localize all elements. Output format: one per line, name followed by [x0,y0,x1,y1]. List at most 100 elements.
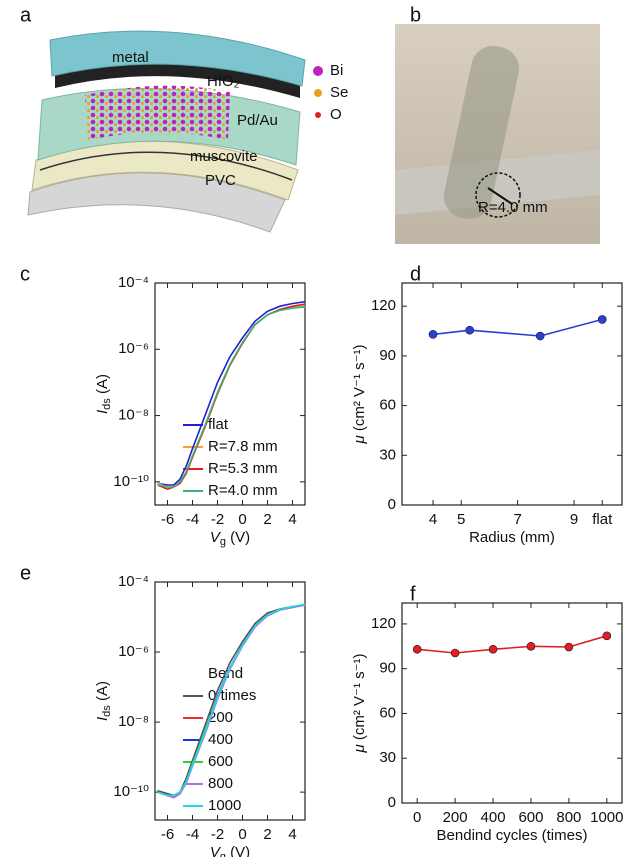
legend-label: 600 [208,753,233,770]
axis-label: μ (cm² V⁻¹ s⁻¹) [351,653,368,753]
x-tick-label: 2 [263,511,271,528]
data-point [450,648,460,658]
layer-label: HfO₂ [207,73,240,90]
legend-label: R=5.3 mm [208,460,278,477]
legend-label: 800 [208,775,233,792]
data-point [428,330,438,339]
y-tick-label: 90 [379,660,396,677]
x-tick-label: -2 [211,511,224,528]
chart: c -6 -4 -2 0 2 4 10⁻¹⁰ 10⁻⁸ 10⁻⁶ 10⁻⁴ Vg (V) Ids (A)… [20,263,306,548]
x-tick-label: -6 [161,511,174,528]
photo: b R=4.0 mm [395,4,600,244]
plot-frame [154,282,306,506]
axis-unit: (cm² V⁻¹ s⁻¹) [351,653,368,744]
x-tick-label: 4 [288,511,296,528]
data-point [597,315,607,324]
data-line [157,603,306,797]
legend-label: O [330,106,342,123]
x-tick-label: -4 [186,511,199,528]
data-point [526,641,536,651]
data-line [157,306,306,488]
x-tick-label: 9 [570,511,578,528]
panel-label: c [20,263,30,285]
x-tick-label: 600 [518,809,543,826]
layer-label: metal [112,49,149,66]
plot-frame [401,282,623,506]
axis-unit: (A) [94,374,111,398]
y-tick-label: 10⁻¹⁰ [113,783,149,800]
x-tick-label: -4 [186,826,199,843]
axis-label: Radius (mm) [469,529,555,546]
axis-label: Ids (A) [94,374,113,414]
axis-unit: (A) [94,681,111,705]
chart: e -6 -4 -2 0 2 4 10⁻¹⁰ 10⁻⁸ 10⁻⁶ 10⁻⁴ Vg (V) Ids (A)… [20,562,306,862]
data-point [602,631,612,641]
x-tick-label: 7 [513,511,521,528]
y-tick-label: 120 [371,297,396,314]
axis-unit: (V) [226,529,250,546]
y-tick-label: 0 [388,496,396,513]
axis-label: μ (cm² V⁻¹ s⁻¹) [351,344,368,444]
axis-unit: (V) [226,844,250,857]
data-line [417,635,608,654]
axis-symbol: I [94,717,111,721]
schematic: a metal HfO₂ Pd/Au muscovite PVC Bi Se O [20,4,348,233]
y-tick-label: 0 [388,794,396,811]
axis-label: Ids (A) [94,681,113,721]
y-tick-label: 10⁻⁴ [118,274,149,291]
y-tick-label: 120 [371,615,396,632]
x-tick-label: 400 [481,809,506,826]
photo-annotation: R=4.0 mm [478,199,548,216]
y-tick-label: 30 [379,446,396,463]
plot-frame [401,602,623,804]
axis-label: Vg (V) [210,844,250,857]
axis-symbol: I [94,410,111,414]
axis-subscript: ds [101,705,113,717]
y-tick-label: 10⁻⁶ [118,643,149,660]
axis-label: Vg (V) [210,529,250,548]
y-tick-label: 10⁻⁶ [118,340,149,357]
x-tick-label: 2 [263,826,271,843]
axis-subscript: g [220,851,226,857]
x-tick-label: 5 [457,511,465,528]
data-point [465,325,474,335]
legend-label: 400 [208,731,233,748]
y-tick-label: 90 [379,347,396,364]
axis-unit: Bendind cycles (times) [437,827,588,844]
legend-label: R=7.8 mm [208,438,278,455]
layer-label: Pd/Au [237,112,278,129]
chart: d 4 5 7 9 flat 0 30 60 90 120 Radius (mm) μ (cm² V⁻¹… [351,263,623,546]
layer-label: PVC [205,172,236,189]
y-tick-label: 10⁻⁴ [118,573,149,590]
data-point [488,644,498,654]
axis-symbol: μ [351,744,368,753]
axis-subscript: g [220,536,226,548]
legend-label: R=4.0 mm [208,482,278,499]
axis-unit: (cm² V⁻¹ s⁻¹) [351,344,368,435]
panel-label: b [410,4,421,26]
layer-label: muscovite [190,148,258,165]
x-tick-label: -2 [211,826,224,843]
legend-label: 1000 [208,797,241,814]
legend-label: 200 [208,709,233,726]
y-tick-label: 10⁻⁸ [118,407,149,424]
axis-symbol: V [210,529,222,546]
data-point [564,642,574,652]
legend-label: Se [330,84,348,101]
panel-label: a [20,4,32,26]
panel-label: e [20,562,31,584]
data-point [412,644,422,654]
x-tick-label: 1000 [590,809,623,826]
x-tick-label: 0 [238,511,246,528]
x-tick-label: 0 [413,809,421,826]
legend-label: Bi [330,62,343,79]
y-tick-label: 30 [379,749,396,766]
x-tick-label: flat [592,511,613,528]
panel-label: f [410,583,416,605]
legend-label: flat [208,416,229,433]
axis-unit: Radius (mm) [469,529,555,546]
x-tick-label: 0 [238,826,246,843]
y-tick-label: 10⁻⁸ [118,713,149,730]
axis-label: Bendind cycles (times) [437,827,588,844]
